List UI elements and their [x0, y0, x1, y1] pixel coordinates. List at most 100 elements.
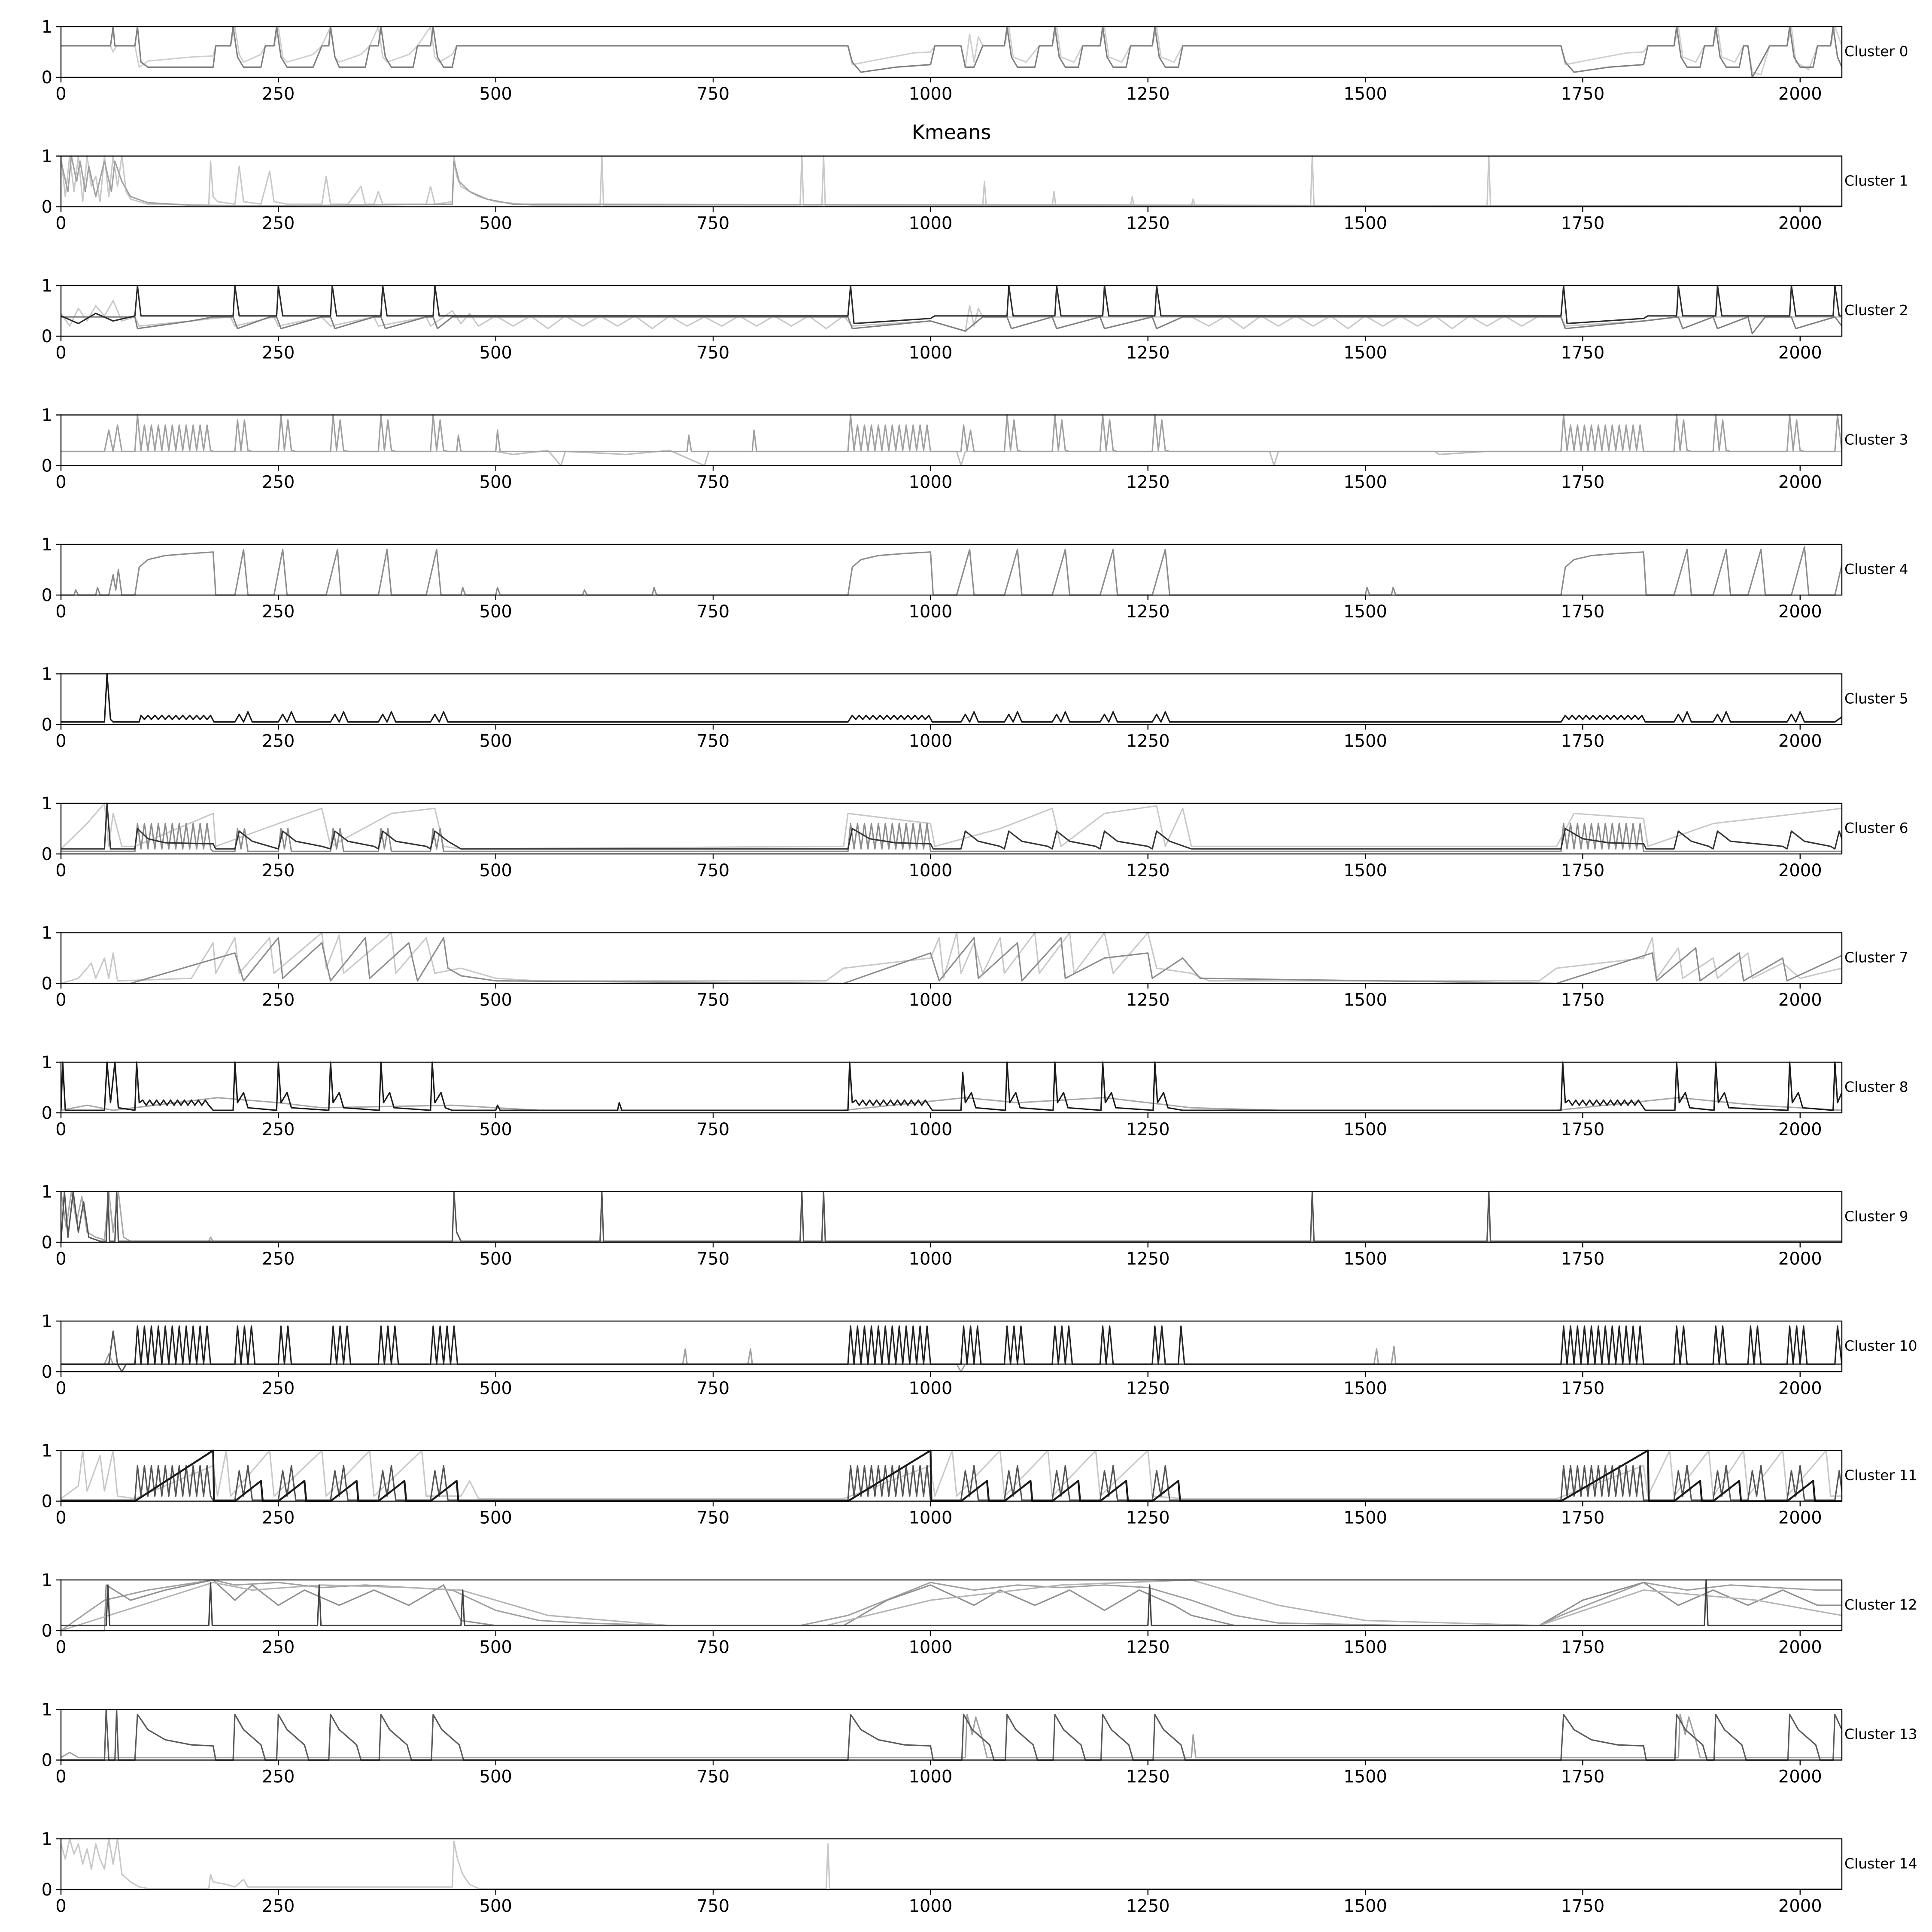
x-tick-label: 1250: [1126, 861, 1170, 881]
x-tick-label: 0: [55, 602, 66, 622]
x-tick-label: 1250: [1126, 1120, 1170, 1139]
x-tick-label: 750: [697, 990, 729, 1010]
x-tick-label: 2000: [1778, 1896, 1822, 1916]
x-tick-label: 1000: [908, 1896, 952, 1916]
series-group: [61, 155, 1842, 207]
x-tick-label: 250: [262, 861, 295, 881]
subplot-cluster-9: 0 250 500 750 1000 1250 1500 1750 2000 0 1 Cluster …: [42, 1182, 1908, 1269]
axes-frame: [60, 1838, 1843, 1890]
x-tick-label: 1500: [1343, 343, 1387, 363]
series-line-1: [61, 1061, 1842, 1111]
axes-frame: [60, 932, 1843, 984]
x-tick-label: 1500: [1343, 990, 1387, 1010]
x-tick-label: 1250: [1126, 732, 1170, 751]
x-tick-label: 2000: [1778, 473, 1822, 492]
x-tick-label: 500: [480, 990, 512, 1010]
y-tick-label: 1: [42, 406, 52, 425]
subplot-cluster-12: 0 250 500 750 1000 1250 1500 1750 2000 0 1 Cluster …: [42, 1571, 1917, 1657]
series-line-1: [61, 26, 1842, 78]
x-tick-label: 1750: [1561, 1379, 1605, 1398]
cluster-label: Cluster 2: [1844, 302, 1908, 319]
cluster-label: Cluster 13: [1844, 1726, 1917, 1743]
axes-frame: [60, 414, 1843, 466]
series-group: [61, 1191, 1842, 1242]
cluster-label: Cluster 6: [1844, 820, 1908, 836]
x-tick-label: 500: [480, 1896, 512, 1916]
x-tick-label: 500: [480, 861, 512, 881]
x-tick-label: 1000: [908, 343, 952, 363]
axes-frame: [60, 155, 1843, 207]
subplot-cluster-1: 0 250 500 750 1000 1250 1500 1750 2000 0 1 Cluster …: [42, 147, 1908, 234]
x-tick-label: 250: [262, 602, 295, 622]
x-tick-label: 750: [697, 861, 729, 881]
series-line-0: [61, 1579, 1842, 1631]
axes-frame: [60, 673, 1843, 725]
x-tick-label: 1250: [1126, 1637, 1170, 1657]
cluster-label: Cluster 11: [1844, 1467, 1917, 1484]
x-tick-label: 250: [262, 343, 295, 363]
x-tick-label: 750: [697, 1120, 729, 1139]
series-group: [61, 1838, 1842, 1889]
series-line-1: [61, 414, 1842, 453]
series-line-1: [61, 823, 1842, 852]
axes-frame: [60, 802, 1843, 855]
series-line-1: [61, 1465, 1842, 1501]
subplot-cluster-11: 0 250 500 750 1000 1250 1500 1750 2000 0 1 Cluster …: [42, 1441, 1917, 1528]
x-tick-label: 250: [262, 732, 295, 751]
series-line-2: [61, 1579, 1842, 1631]
axes-frame: [60, 1191, 1843, 1243]
cluster-label: Cluster 7: [1844, 949, 1908, 966]
x-tick-label: 500: [480, 1249, 512, 1269]
x-tick-label: 1250: [1126, 473, 1170, 492]
y-tick-label: 1: [42, 276, 52, 296]
cluster-label: Cluster 9: [1844, 1208, 1908, 1225]
x-tick-label: 1500: [1343, 1379, 1387, 1398]
y-tick-label: 1: [42, 665, 52, 684]
x-tick-label: 1750: [1561, 1249, 1605, 1269]
x-tick-label: 1000: [908, 1120, 952, 1139]
axes-frame: [60, 285, 1843, 337]
x-tick-label: 500: [480, 602, 512, 622]
axes-frame: [60, 1579, 1843, 1631]
series-line-0: [61, 802, 1842, 850]
x-tick-label: 250: [262, 1637, 295, 1657]
x-tick-label: 0: [55, 214, 66, 234]
x-tick-label: 750: [697, 1379, 729, 1398]
y-tick-label: 0: [42, 974, 52, 994]
x-tick-label: 1000: [908, 1637, 952, 1657]
x-tick-label: 500: [480, 343, 512, 363]
y-tick-label: 1: [42, 923, 52, 943]
subplot-cluster-14: 0 250 500 750 1000 1250 1500 1750 2000 0 1 Cluster …: [42, 1829, 1917, 1916]
y-tick-label: 0: [42, 197, 52, 217]
x-tick-label: 1750: [1561, 990, 1605, 1010]
x-tick-label: 1000: [908, 1508, 952, 1528]
x-tick-label: 1750: [1561, 1637, 1605, 1657]
x-tick-label: 1500: [1343, 1896, 1387, 1916]
subplot-cluster-8: 0 250 500 750 1000 1250 1500 1750 2000 0 1 Cluster …: [42, 1053, 1908, 1139]
y-tick-label: 1: [42, 1182, 52, 1202]
series-group: [61, 1579, 1842, 1631]
series-line-1: [61, 1579, 1842, 1631]
x-tick-label: 1250: [1126, 343, 1170, 363]
axes-frame: [60, 1320, 1843, 1373]
x-tick-label: 1750: [1561, 602, 1605, 622]
x-tick-label: 500: [480, 1379, 512, 1398]
x-tick-label: 2000: [1778, 990, 1822, 1010]
x-tick-label: 250: [262, 473, 295, 492]
x-tick-label: 750: [697, 473, 729, 492]
series-line-2: [61, 802, 1842, 850]
x-tick-label: 500: [480, 214, 512, 234]
x-tick-label: 1000: [908, 732, 952, 751]
x-tick-label: 1250: [1126, 1379, 1170, 1398]
series-line-0: [61, 673, 1842, 723]
series-line-0: [61, 932, 1842, 984]
x-tick-label: 1500: [1343, 1637, 1387, 1657]
series-group: [61, 673, 1842, 723]
x-tick-label: 750: [697, 1896, 729, 1916]
x-tick-label: 1500: [1343, 214, 1387, 234]
x-tick-label: 0: [55, 732, 66, 751]
x-tick-label: 1750: [1561, 861, 1605, 881]
x-tick-label: 1500: [1343, 1249, 1387, 1269]
x-tick-label: 1000: [908, 1767, 952, 1787]
